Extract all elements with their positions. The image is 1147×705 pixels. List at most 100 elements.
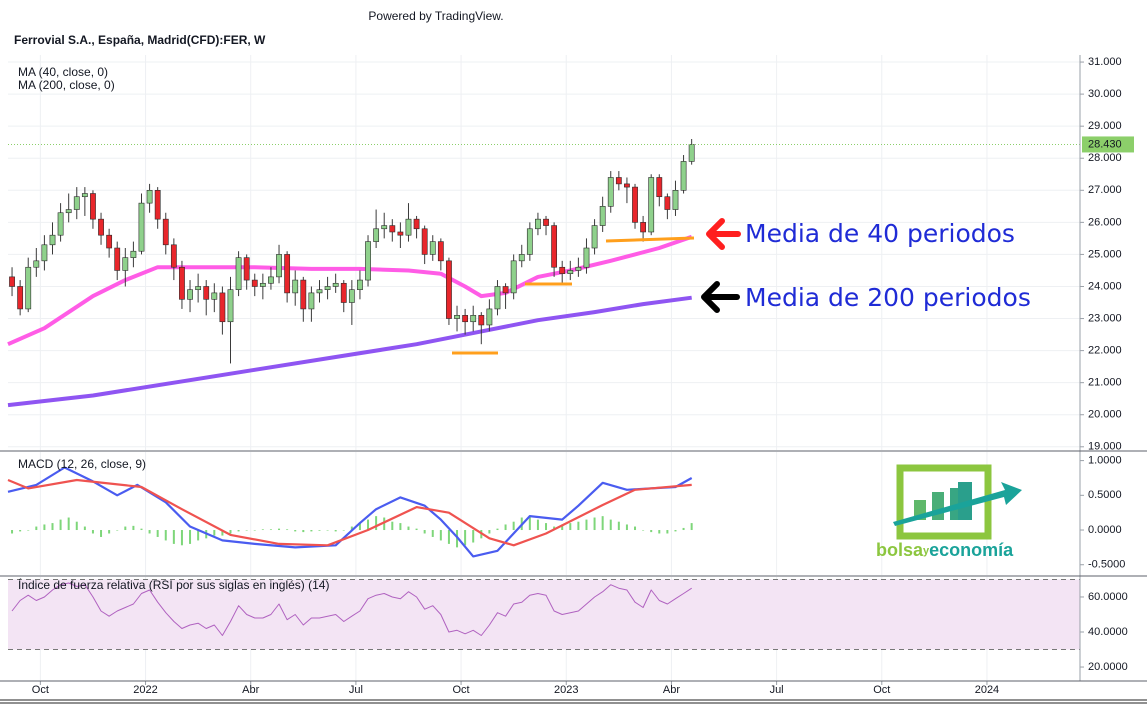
histogram-bar [682,527,685,531]
candle-body [114,247,121,271]
y-tick-label: 0.0000 [1088,524,1122,536]
histogram-bar [124,526,127,531]
histogram-bar [35,526,38,531]
candle-body [154,190,161,220]
y-tick-label: 22.000 [1088,345,1122,357]
candle-body [146,190,153,204]
histogram-bar [504,524,507,531]
y-tick-label: 19.000 [1088,441,1122,453]
histogram-bar [229,530,232,534]
histogram-bar [634,526,637,531]
powered-by: Powered by TradingView. [368,9,503,23]
histogram-bar [585,519,588,531]
candle-body [688,144,695,162]
candle-body [615,177,622,185]
histogram-bar [464,530,467,546]
histogram-bar [383,517,386,531]
candle-body [583,247,590,268]
histogram-bar [601,516,604,531]
histogram-bar [197,530,200,541]
candle-body [292,279,299,294]
histogram-bar [269,529,272,531]
candle-body [575,266,582,271]
candle-body [535,218,541,230]
candle-body [454,315,460,319]
candle-body [324,286,331,290]
histogram-bar [261,529,264,531]
candle-body [276,254,282,278]
candle-body [607,177,614,207]
y-tick-label: 20.0000 [1088,661,1128,673]
panel-title: Índice de fuerza relativa (RSI por sus s… [18,577,329,592]
candle-body [268,276,274,284]
candle-body [73,196,80,210]
histogram-bar [27,530,30,531]
candle-body [316,289,323,294]
y-tick-label: 26.000 [1088,216,1122,228]
histogram-bar [116,530,119,531]
candle-body [25,266,32,310]
x-tick-label: 2022 [133,684,157,696]
candle-body [90,193,96,220]
candle-body [446,260,452,319]
red-arrow [706,218,741,250]
histogram-bar [286,529,289,531]
candle-body [599,206,606,226]
candle-body [389,225,396,233]
candle-body [332,282,339,287]
candle-body [179,266,185,300]
histogram-bar [164,530,167,541]
candle-body [203,286,210,300]
candle-body [656,177,663,198]
histogram-bar [318,530,321,531]
histogram-bar [237,530,240,532]
candle-body [502,286,509,294]
y-tick-label: 31.000 [1088,56,1122,68]
candle-body [49,234,56,246]
candle-body [219,292,226,323]
histogram-bar [472,530,475,543]
rsi-band [8,579,1080,650]
x-tick-label: Oct [32,684,49,696]
logo-text: bolsayeconomía [876,540,1014,560]
candle-body [57,212,64,236]
x-tick-label: Abr [242,684,259,696]
candle-body [259,282,266,287]
histogram-bar [358,523,361,531]
line-series [7,478,692,547]
candle-body [640,222,647,233]
y-tick-label: 24.000 [1088,280,1122,292]
logo-part: bolsa [876,540,924,560]
histogram-bar [43,524,46,531]
candle-body [340,282,347,303]
histogram-bar [375,516,378,531]
y-tick-label: 30.000 [1088,88,1122,100]
panel-title: MACD (12, 26, close, 9) [18,457,146,471]
histogram-bar [140,528,143,531]
histogram-bar [391,521,394,531]
last-price-tag [1082,136,1134,153]
candle-body [81,193,88,198]
histogram-bar [650,530,653,533]
candle-body [429,241,436,255]
candle-body [300,279,307,310]
support-line [605,236,695,243]
candle-body [494,286,501,310]
candle-body [526,228,533,255]
annotation: Media de 40 periodos [745,219,1015,248]
line-series [11,582,692,636]
y-tick-label: 1.0000 [1088,455,1122,467]
histogram-bar [59,519,62,531]
candle-body [470,315,477,323]
candle-body [397,231,404,236]
candle-body [251,279,258,287]
candle-body [243,257,250,281]
candle-body [672,190,679,210]
histogram-bar [213,530,216,536]
candle-body [130,250,137,258]
y-tick-label: 40.0000 [1088,626,1128,638]
candle-body [284,254,291,294]
line-series [7,466,693,558]
histogram-bar [326,530,329,531]
histogram-bar [512,521,515,531]
